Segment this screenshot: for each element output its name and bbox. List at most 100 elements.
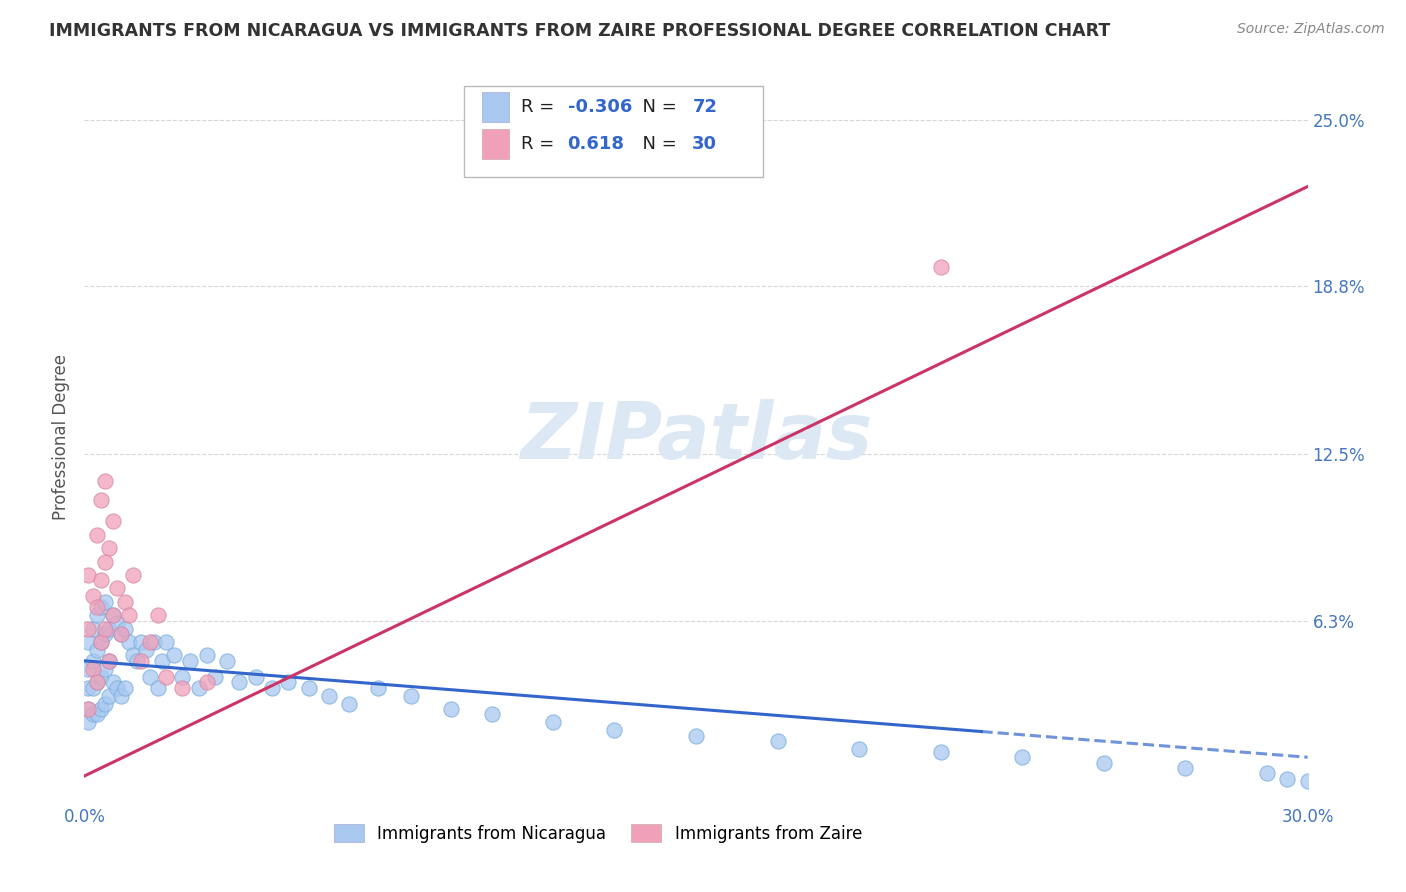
Point [86, 608, 108, 623]
Point [155, 635, 177, 649]
Point [399, 689, 422, 703]
Point [1256, 766, 1278, 780]
FancyBboxPatch shape [482, 129, 509, 159]
Point [82, 590, 104, 604]
Point [1277, 772, 1299, 786]
Point [77, 702, 100, 716]
Point [1296, 774, 1319, 789]
Point [543, 715, 565, 730]
Point [77, 681, 100, 695]
Point [110, 627, 132, 641]
Text: R =: R = [522, 98, 560, 116]
Point [93, 697, 115, 711]
FancyBboxPatch shape [482, 93, 509, 121]
Point [929, 745, 952, 759]
Point [90, 635, 112, 649]
Point [86, 643, 108, 657]
Point [86, 600, 108, 615]
Point [195, 648, 218, 663]
Point [481, 707, 503, 722]
Point [82, 662, 104, 676]
Point [101, 608, 124, 623]
Point [90, 600, 112, 615]
Point [172, 681, 194, 695]
Point [260, 681, 283, 695]
Point [101, 515, 124, 529]
Point [122, 568, 145, 582]
Point [138, 635, 160, 649]
Point [118, 635, 141, 649]
Point [105, 681, 128, 695]
Point [97, 654, 120, 668]
Point [90, 702, 112, 716]
Point [90, 574, 112, 588]
Point [86, 675, 108, 690]
Point [187, 681, 209, 695]
Point [77, 702, 100, 716]
Text: 72: 72 [692, 98, 717, 116]
Point [155, 670, 177, 684]
Y-axis label: Professional Degree: Professional Degree [52, 354, 70, 520]
Point [77, 635, 100, 649]
Point [195, 675, 218, 690]
Point [93, 622, 115, 636]
Point [204, 670, 226, 684]
Point [172, 670, 194, 684]
Point [848, 742, 870, 756]
Point [1174, 761, 1197, 775]
Point [114, 595, 136, 609]
Point [97, 622, 120, 636]
FancyBboxPatch shape [464, 86, 763, 178]
Point [101, 675, 124, 690]
Point [277, 675, 299, 690]
Point [163, 648, 186, 663]
Text: -0.306: -0.306 [568, 98, 631, 116]
Point [318, 689, 340, 703]
Point [179, 654, 201, 668]
Point [138, 670, 160, 684]
Point [135, 643, 157, 657]
Point [90, 670, 112, 684]
Point [603, 723, 626, 738]
Point [97, 541, 120, 556]
Point [93, 475, 115, 489]
Legend: Immigrants from Nicaragua, Immigrants from Zaire: Immigrants from Nicaragua, Immigrants fr… [328, 818, 869, 849]
Point [127, 654, 149, 668]
Point [131, 654, 153, 668]
Point [77, 715, 100, 730]
Point [146, 608, 169, 623]
Point [77, 662, 100, 676]
Point [298, 681, 321, 695]
Point [1011, 750, 1033, 764]
Point [93, 662, 115, 676]
Text: 30: 30 [692, 135, 717, 153]
Text: R =: R = [522, 135, 565, 153]
Point [367, 681, 389, 695]
Point [82, 622, 104, 636]
Point [685, 729, 707, 743]
Point [217, 654, 239, 668]
Point [110, 689, 132, 703]
Point [245, 670, 267, 684]
Point [142, 635, 165, 649]
Point [86, 528, 108, 542]
Point [440, 702, 463, 716]
Point [114, 681, 136, 695]
Text: IMMIGRANTS FROM NICARAGUA VS IMMIGRANTS FROM ZAIRE PROFESSIONAL DEGREE CORRELATI: IMMIGRANTS FROM NICARAGUA VS IMMIGRANTS … [49, 22, 1111, 40]
Point [118, 608, 141, 623]
Point [86, 675, 108, 690]
Point [77, 568, 100, 582]
Text: N =: N = [631, 98, 683, 116]
Point [82, 681, 104, 695]
Text: 0.618: 0.618 [568, 135, 624, 153]
Text: ZIPatlas: ZIPatlas [520, 399, 872, 475]
Point [82, 654, 104, 668]
Point [339, 697, 361, 711]
Text: N =: N = [631, 135, 683, 153]
Point [93, 627, 115, 641]
Point [97, 689, 120, 703]
Point [82, 707, 104, 722]
Point [146, 681, 169, 695]
Point [766, 734, 789, 748]
Point [105, 582, 128, 596]
